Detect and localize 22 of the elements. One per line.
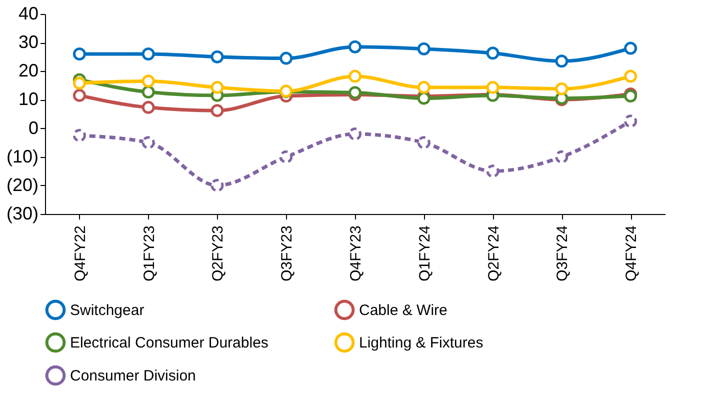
x-tick-label: Q1FY24 xyxy=(416,226,434,282)
y-tick-label: (20) xyxy=(6,174,38,195)
y-tick-label: (10) xyxy=(6,146,38,166)
y-tick-label: 40 xyxy=(18,4,38,24)
y-tick-label: 0 xyxy=(28,118,38,138)
y-tick-label: 20 xyxy=(18,60,38,81)
y-tick-label: 10 xyxy=(18,89,38,110)
x-tick-label: Q4FY23 xyxy=(348,226,364,282)
legend-label: Electrical Consumer Durables xyxy=(70,334,268,352)
y-tick-label: (30) xyxy=(6,204,38,224)
x-tick-label: Q1FY23 xyxy=(140,226,158,282)
x-tick-label: Q3FY23 xyxy=(278,226,296,282)
legend-label: Switchgear xyxy=(70,302,144,319)
x-tick-label: Q4FY22 xyxy=(72,226,89,282)
legend-label: Lighting & Fixtures xyxy=(359,334,484,352)
x-tick-label: Q3FY24 xyxy=(554,226,572,282)
legend-label: Cable & Wire xyxy=(359,302,448,319)
x-tick-label: Q2FY23 xyxy=(210,226,227,282)
x-tick-label: Q4FY24 xyxy=(623,226,640,282)
x-tick-label: Q2FY24 xyxy=(485,226,502,282)
legend-label: Consumer Division xyxy=(70,368,196,384)
y-tick-label: 30 xyxy=(18,32,38,52)
